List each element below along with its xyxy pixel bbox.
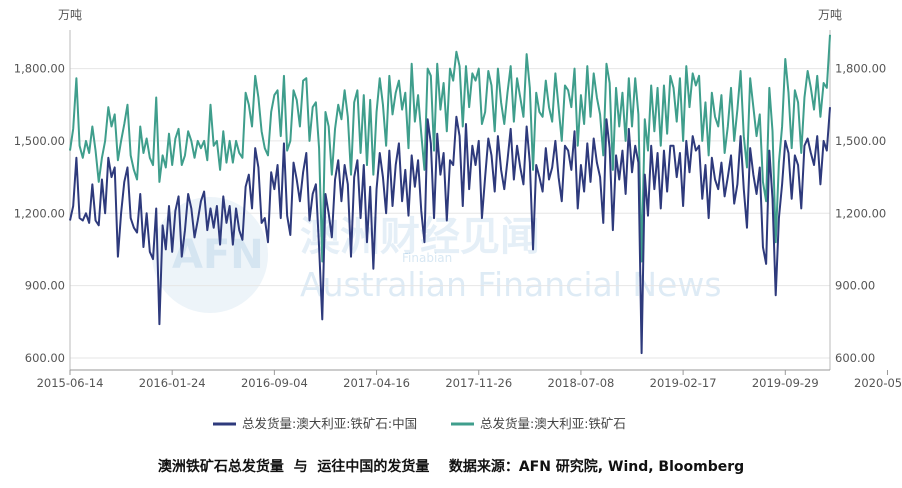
- legend: 总发货量:澳大利亚:铁矿石:中国 总发货量:澳大利亚:铁矿石: [213, 416, 626, 431]
- watermark-cn-text: 澳洲财经见闻: [300, 214, 540, 260]
- y-tick-label-right: 1,500.00: [835, 134, 886, 148]
- x-tick-label: 2015-06-14: [37, 376, 104, 390]
- x-tick-label: 2017-11-26: [445, 376, 512, 390]
- legend-item-china[interactable]: 总发货量:澳大利亚:铁矿石:中国: [213, 416, 417, 431]
- line-chart: AFN 澳洲财经见闻 Australian Financial News Fin…: [14, 8, 902, 431]
- x-tick-label: 2020-05-10: [854, 376, 902, 390]
- y-axis-ticks: 600.00 600.00 900.00 900.00 1,200.00 1,200.00…: [14, 62, 886, 365]
- series-line-china: [69, 107, 831, 355]
- watermark-logo-text: AFN: [172, 232, 264, 278]
- x-tick-label: 2016-09-04: [241, 376, 308, 390]
- left-axis-unit: 万吨: [58, 8, 82, 22]
- y-tick-label-right: 1,200.00: [835, 206, 886, 220]
- watermark-en-text: Australian Financial News: [300, 265, 722, 304]
- y-tick-label-left: 600.00: [25, 351, 65, 365]
- x-tick-label: 2016-01-24: [139, 376, 206, 390]
- legend-label-china: 总发货量:澳大利亚:铁矿石:中国: [242, 416, 417, 431]
- watermark-small-text: Finabian: [402, 251, 452, 265]
- right-axis-unit: 万吨: [818, 8, 842, 22]
- y-tick-label-right: 600.00: [835, 351, 875, 365]
- x-tick-label: 2019-02-17: [650, 376, 717, 390]
- x-axis-ticks: 2015-06-14 2016-01-24 2016-09-04 2017-04-16…: [37, 370, 902, 390]
- x-tick-label: 2017-04-16: [343, 376, 410, 390]
- legend-item-total[interactable]: 总发货量:澳大利亚:铁矿石: [451, 416, 626, 431]
- legend-label-total: 总发货量:澳大利亚:铁矿石: [480, 416, 626, 431]
- y-tick-label-right: 1,800.00: [835, 62, 886, 76]
- y-tick-label-left: 1,500.00: [14, 134, 65, 148]
- caption: 澳洲铁矿石总发货量 与 运往中国的发货量 数据来源：AFN 研究院, Wind,…: [157, 459, 745, 475]
- y-tick-label-right: 900.00: [835, 279, 875, 293]
- x-tick-label: 2018-07-08: [548, 376, 615, 390]
- series-line-total: [69, 34, 831, 263]
- y-tick-label-left: 900.00: [25, 279, 65, 293]
- grid: [70, 68, 830, 359]
- series: [69, 34, 831, 355]
- x-tick-label: 2019-09-29: [752, 376, 819, 390]
- y-tick-label-left: 1,200.00: [14, 206, 65, 220]
- y-tick-label-left: 1,800.00: [14, 62, 65, 76]
